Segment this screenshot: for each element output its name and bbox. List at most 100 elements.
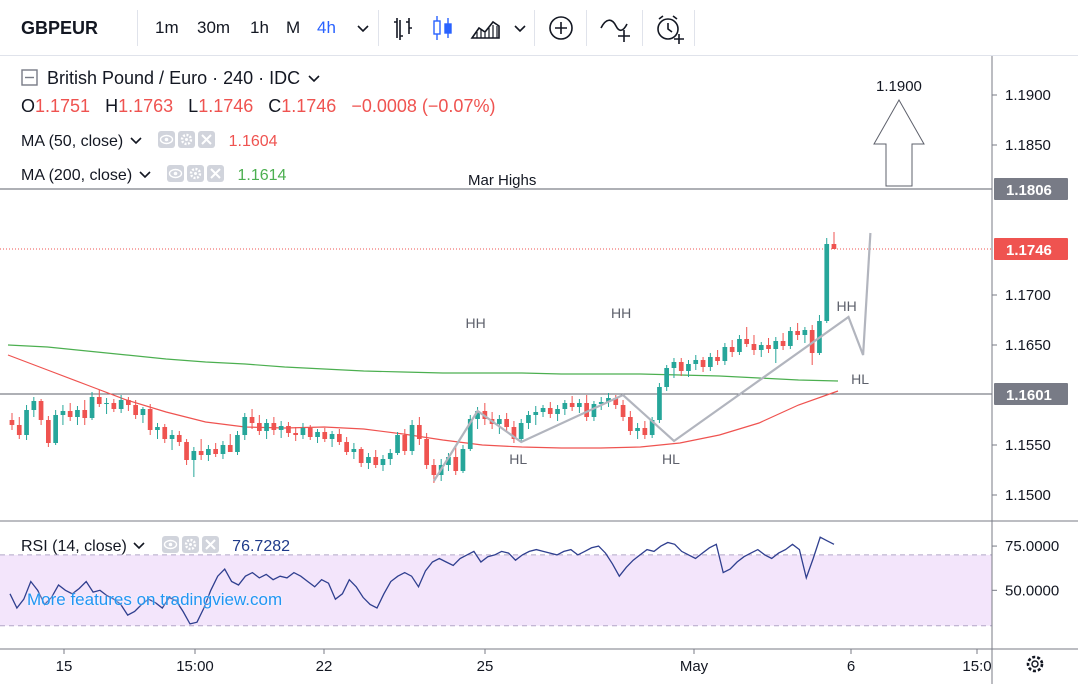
- candle[interactable]: [555, 409, 560, 414]
- candle[interactable]: [46, 420, 51, 443]
- interval-month-button[interactable]: M: [286, 18, 301, 37]
- eye-icon[interactable]: [167, 165, 185, 182]
- arrow-up-icon[interactable]: [873, 98, 925, 187]
- candle[interactable]: [307, 428, 313, 437]
- interval-4h-button[interactable]: 4h: [317, 18, 336, 37]
- candle[interactable]: [511, 427, 517, 439]
- candle[interactable]: [446, 457, 451, 465]
- bar-chart-icon[interactable]: [390, 12, 416, 44]
- candle[interactable]: [169, 435, 175, 439]
- candle[interactable]: [213, 449, 218, 454]
- candle[interactable]: [220, 445, 226, 454]
- candle[interactable]: [198, 451, 204, 455]
- candle[interactable]: [118, 400, 124, 409]
- add-indicator-icon[interactable]: [546, 12, 576, 44]
- candle[interactable]: [67, 411, 73, 417]
- candle[interactable]: [147, 409, 153, 430]
- candle[interactable]: [133, 405, 138, 415]
- candle[interactable]: [162, 427, 168, 439]
- candle[interactable]: [104, 403, 109, 404]
- candle[interactable]: [577, 403, 582, 407]
- candle[interactable]: [431, 465, 437, 475]
- candle[interactable]: [387, 453, 393, 459]
- candle[interactable]: [497, 419, 502, 424]
- candle[interactable]: [96, 397, 102, 404]
- candle[interactable]: [504, 419, 509, 427]
- candle[interactable]: [75, 410, 80, 417]
- candle[interactable]: [358, 449, 364, 463]
- candle[interactable]: [824, 244, 830, 321]
- candle[interactable]: [700, 360, 706, 367]
- close-icon[interactable]: [207, 165, 225, 182]
- candle[interactable]: [344, 442, 349, 452]
- candle[interactable]: [606, 398, 611, 402]
- candle[interactable]: [271, 423, 277, 430]
- candle[interactable]: [722, 347, 728, 361]
- candle[interactable]: [780, 341, 786, 346]
- candle[interactable]: [111, 403, 117, 409]
- candle[interactable]: [395, 435, 400, 453]
- candle[interactable]: [533, 412, 539, 415]
- chevron-down-icon[interactable]: [133, 539, 145, 551]
- candle[interactable]: [249, 417, 255, 423]
- candle[interactable]: [744, 339, 749, 344]
- candle[interactable]: [82, 410, 88, 418]
- symbol-search-button[interactable]: GBPEUR: [21, 18, 99, 38]
- candles-icon[interactable]: [430, 12, 456, 44]
- candle[interactable]: [460, 449, 466, 471]
- candle[interactable]: [176, 435, 182, 442]
- rsi-line[interactable]: [9, 536, 835, 625]
- candle[interactable]: [257, 423, 262, 431]
- rsi-row[interactable]: RSI (14, close) 76.7282: [21, 536, 290, 556]
- ma200-row[interactable]: MA (200, close) 1.1614: [21, 165, 286, 185]
- close-icon[interactable]: [201, 536, 219, 553]
- candle[interactable]: [686, 364, 691, 371]
- candle[interactable]: [126, 400, 131, 405]
- candle[interactable]: [475, 411, 480, 419]
- eye-icon[interactable]: [161, 536, 179, 553]
- interval-30m-button[interactable]: 30m: [197, 18, 231, 37]
- candle[interactable]: [155, 427, 160, 430]
- chart-title-row[interactable]: British Pound / Euro · 240 · IDC: [21, 68, 321, 89]
- candle[interactable]: [635, 428, 640, 431]
- gear-icon[interactable]: [1026, 655, 1044, 673]
- candle[interactable]: [453, 457, 459, 471]
- candle[interactable]: [424, 439, 429, 465]
- candle[interactable]: [140, 409, 146, 415]
- candle[interactable]: [591, 404, 597, 417]
- chevron-down-icon[interactable]: [307, 71, 321, 85]
- gear-icon[interactable]: [187, 165, 205, 182]
- candle[interactable]: [831, 244, 837, 249]
- candle[interactable]: [9, 420, 15, 425]
- chevron-down-icon[interactable]: [511, 12, 529, 44]
- candle[interactable]: [795, 331, 800, 335]
- candle[interactable]: [417, 425, 422, 439]
- gear-icon[interactable]: [181, 536, 199, 553]
- zigzag-trendline[interactable]: [432, 232, 872, 482]
- candle[interactable]: [802, 330, 808, 335]
- candle[interactable]: [569, 403, 575, 407]
- candle[interactable]: [402, 435, 408, 451]
- candle[interactable]: [31, 401, 37, 410]
- compare-icon[interactable]: [598, 12, 632, 44]
- chevron-down-icon[interactable]: [130, 134, 142, 146]
- candle[interactable]: [708, 357, 713, 367]
- candle[interactable]: [184, 442, 189, 460]
- ma50-row[interactable]: MA (50, close) 1.1604: [21, 131, 278, 151]
- candle[interactable]: [715, 357, 720, 361]
- candle[interactable]: [547, 408, 553, 414]
- candle[interactable]: [773, 341, 779, 349]
- candle[interactable]: [409, 425, 415, 451]
- candle[interactable]: [613, 398, 619, 405]
- candle[interactable]: [206, 449, 211, 455]
- candle[interactable]: [766, 345, 771, 349]
- alert-icon[interactable]: [653, 12, 687, 44]
- candle[interactable]: [737, 339, 742, 352]
- candle[interactable]: [373, 457, 379, 465]
- candle[interactable]: [242, 417, 248, 435]
- candle[interactable]: [693, 360, 699, 364]
- candle[interactable]: [758, 345, 764, 350]
- candle[interactable]: [620, 405, 626, 417]
